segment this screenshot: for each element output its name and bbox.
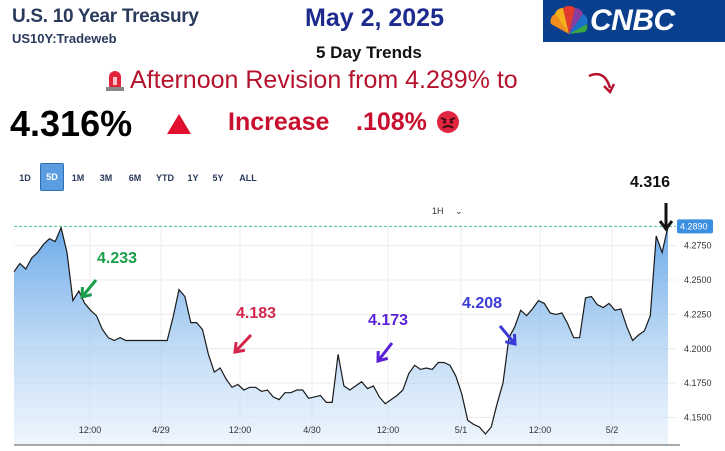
annotation-label: 4.233 <box>97 250 137 267</box>
cnbc-logo-bg <box>543 0 725 42</box>
curved-down-arrow-icon <box>588 72 616 95</box>
y-tick-label: 4.2000 <box>684 344 712 354</box>
y-tick-label: 4.1750 <box>684 378 712 388</box>
interval-select[interactable]: 1H <box>432 206 444 216</box>
x-tick-label: 5/1 <box>455 425 468 435</box>
range-tab-ytd[interactable]: YTD <box>156 173 174 183</box>
y-tick-label: 4.2250 <box>684 309 712 319</box>
increase-value: .108% <box>356 108 427 136</box>
angry-face-icon <box>437 111 459 133</box>
y-tick-label: 4.2750 <box>684 241 712 251</box>
x-tick-label: 12:00 <box>229 425 252 435</box>
reference-price-tag: 4.2890 <box>677 219 713 234</box>
range-tab-3m[interactable]: 3M <box>99 173 113 183</box>
trends-heading: 5 Day Trends <box>316 43 422 62</box>
range-tab-all[interactable]: ALL <box>239 173 257 183</box>
chevron-down-icon[interactable]: ⌄ <box>455 206 463 216</box>
x-tick-label: 12:00 <box>377 425 400 435</box>
annotation-label: 4.173 <box>368 312 408 329</box>
series-line <box>13 225 669 435</box>
annotation-label: 4.183 <box>236 305 276 322</box>
ticker-subtitle: US10Y:Tradeweb <box>12 31 117 46</box>
siren-icon <box>106 71 124 91</box>
range-tab-6m[interactable]: 6M <box>128 173 142 183</box>
reference-price-label: 4.2890 <box>680 221 708 231</box>
area-fill <box>14 226 668 445</box>
annotation-label: 4.208 <box>462 295 502 312</box>
y-tick-label: 4.2500 <box>684 275 712 285</box>
up-triangle-icon <box>167 114 191 134</box>
current-price: 4.316% <box>10 103 133 144</box>
annotation-arrow-icon <box>658 203 674 232</box>
x-tick-label: 12:00 <box>79 425 102 435</box>
range-tab-1m[interactable]: 1M <box>71 173 85 183</box>
annotation-arrow-icon <box>498 325 517 346</box>
range-tab-5d[interactable]: 5D <box>40 163 64 191</box>
annotation-4316: 4.316 <box>630 174 671 191</box>
treasury-chart: 4.2890 4.2750 4.2500 4.2250 4.2000 4.1750 4.1… <box>13 203 713 446</box>
page-title: U.S. 10 Year Treasury <box>12 6 199 27</box>
x-tick-label: 12:00 <box>529 425 552 435</box>
date-heading: May 2, 2025 <box>305 4 444 32</box>
annotation-arrow-icon <box>376 342 394 363</box>
x-tick-label: 4/30 <box>303 425 321 435</box>
x-tick-label: 5/2 <box>606 425 619 435</box>
annotation-arrow-icon <box>233 333 253 354</box>
y-tick-label: 4.1500 <box>684 413 712 423</box>
peacock-icon <box>550 5 588 34</box>
annotation-arrow-icon <box>80 279 98 299</box>
range-tab-1d[interactable]: 1D <box>19 173 31 183</box>
range-tab-5y[interactable]: 5Y <box>212 173 224 183</box>
increase-label: Increase <box>228 108 330 136</box>
cnbc-logo-text: CNBC <box>590 4 675 37</box>
revision-text: Afternoon Revision from 4.289% to <box>130 66 518 94</box>
range-tab-1y[interactable]: 1Y <box>187 173 199 183</box>
x-tick-label: 4/29 <box>152 425 170 435</box>
